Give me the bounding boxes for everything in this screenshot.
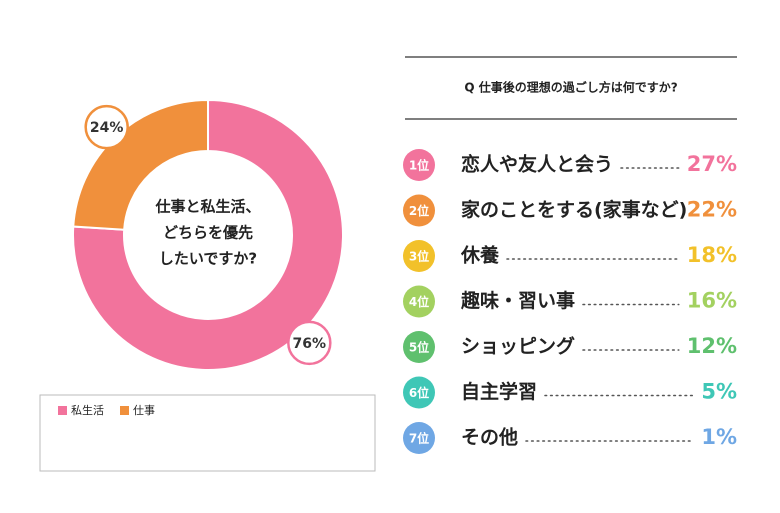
rank-label: 1位 (409, 158, 429, 173)
value-label: 76% (293, 336, 327, 352)
item-value: 12% (687, 334, 737, 358)
rank-badge (403, 331, 435, 363)
rank-label: 3位 (409, 249, 429, 264)
rank-badge (403, 285, 435, 318)
donut-slice (72, 98, 209, 231)
rank-label: 4位 (409, 294, 429, 309)
legend-box (39, 394, 376, 472)
center-text: どちらを優先 (163, 224, 253, 242)
legend-swatch (120, 406, 129, 415)
ranking-title: Q 仕事後の理想の過ごし方は何ですか? (464, 80, 677, 95)
rank-label: 2位 (409, 203, 429, 218)
item-label: 趣味・習い事 (460, 289, 575, 312)
item-label: 休養 (460, 244, 500, 267)
item-label: ショッピング (461, 335, 575, 358)
item-value: 16% (687, 289, 737, 313)
item-value: 27% (687, 152, 737, 176)
rank-label: 6位 (409, 385, 429, 400)
center-text: したいですか? (159, 250, 257, 268)
rank-badge (403, 376, 435, 409)
legend-label: 仕事 (133, 404, 155, 417)
item-label: 家のことをする(家事など) (461, 198, 687, 221)
item-label: 恋人や友人と会う (461, 153, 613, 176)
item-value: 1% (701, 425, 737, 449)
rank-badge (403, 194, 435, 227)
item-label: その他 (461, 426, 518, 449)
rank-badge (403, 422, 435, 454)
value-label-badge (84, 104, 129, 150)
value-label-badge (287, 320, 332, 366)
item-value: 22% (687, 198, 737, 222)
rank-label: 5位 (409, 340, 429, 355)
donut-slice (72, 98, 344, 371)
rank-label: 7位 (409, 431, 429, 446)
item-value: 18% (687, 243, 737, 267)
legend-swatch (58, 406, 67, 415)
center-text: 仕事と私生活、 (154, 198, 260, 216)
value-label: 24% (90, 120, 124, 136)
rank-badge (403, 149, 435, 181)
item-value: 5% (701, 380, 737, 404)
legend-label: 私生活 (71, 403, 104, 417)
rank-badge (403, 240, 435, 272)
item-label: 自主学習 (461, 380, 537, 403)
